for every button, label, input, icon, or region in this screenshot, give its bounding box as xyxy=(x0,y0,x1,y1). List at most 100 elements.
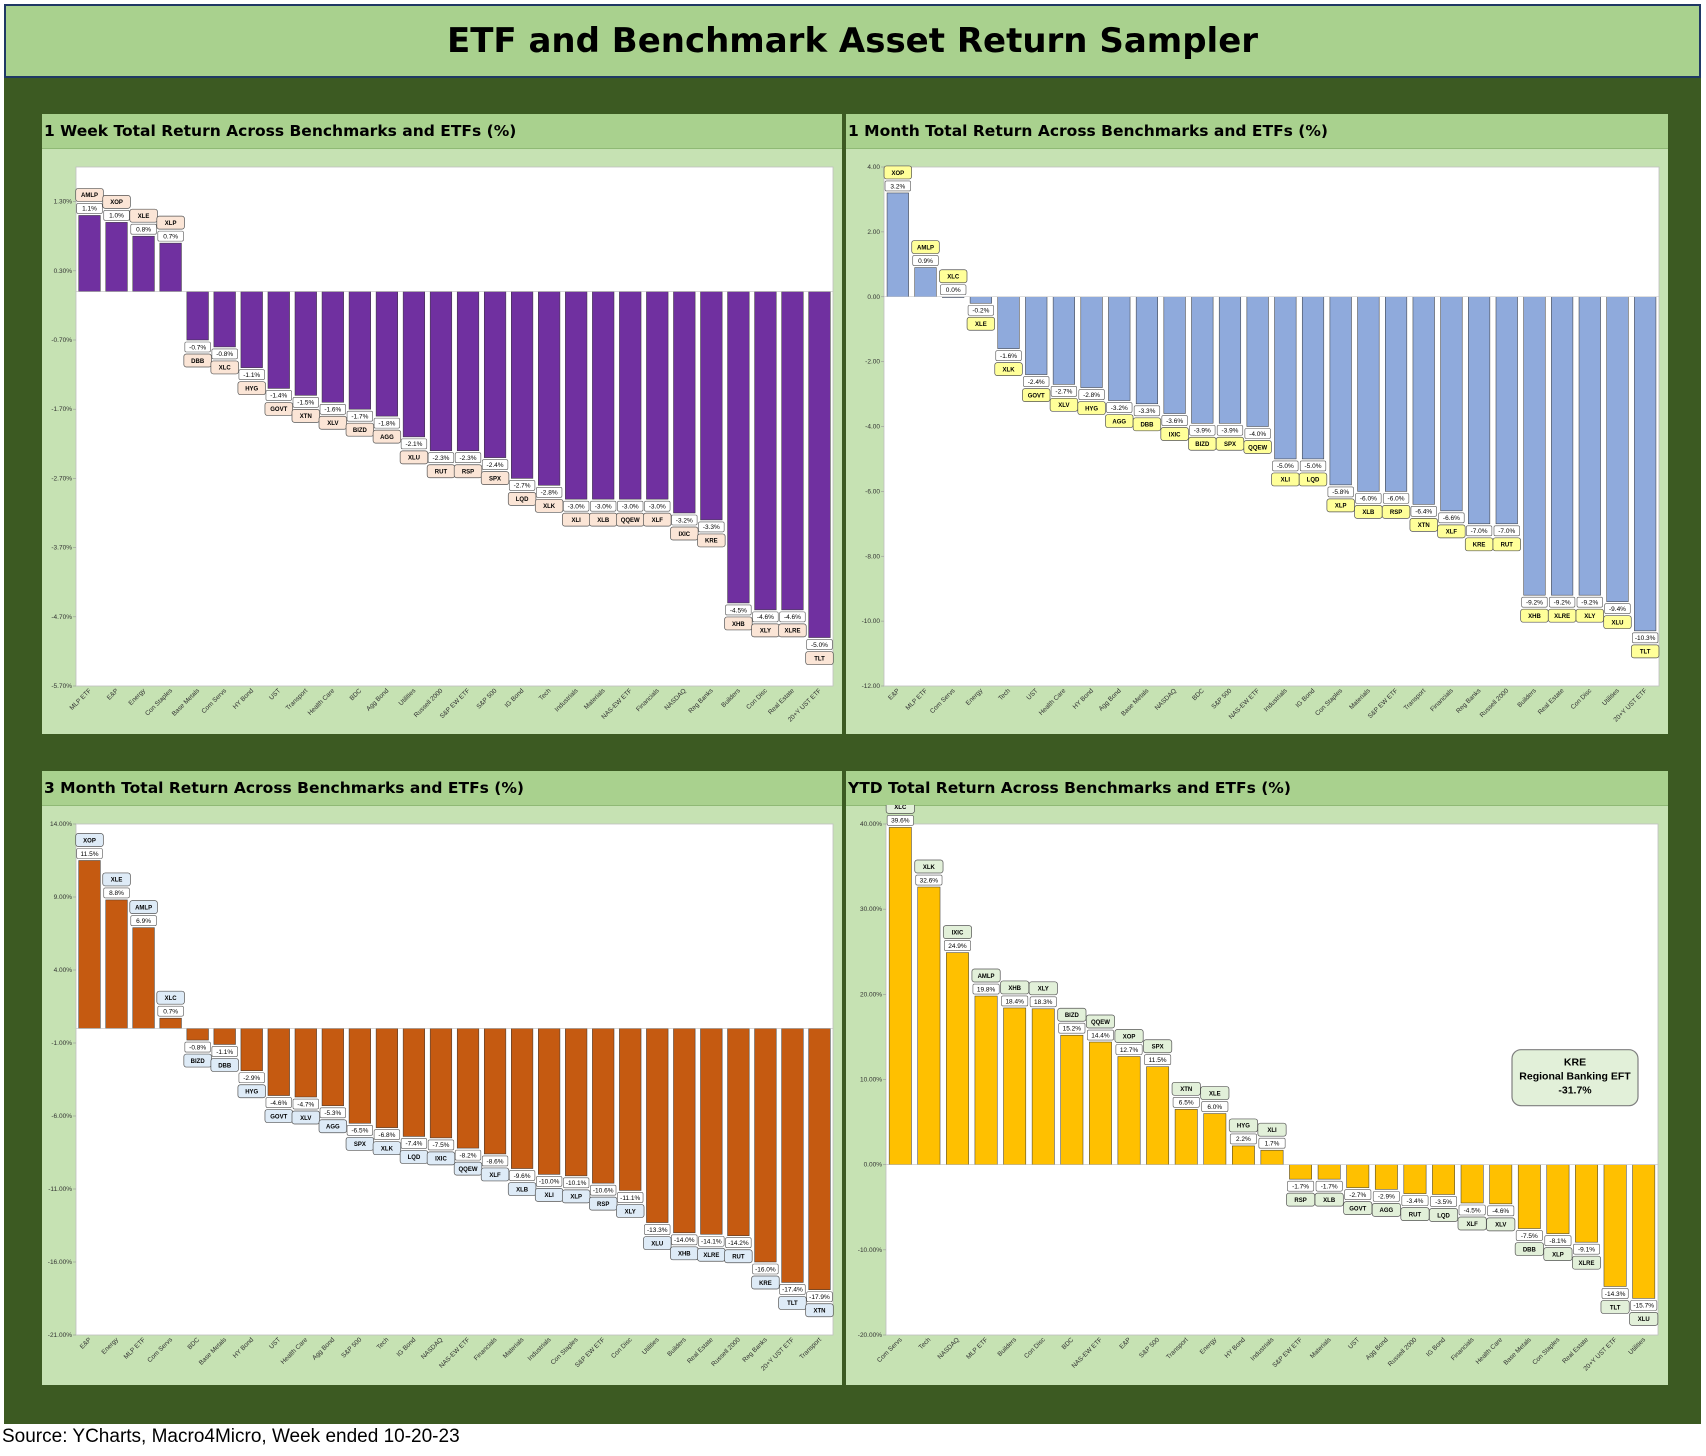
ticker-label-box xyxy=(1437,524,1466,539)
category-label: Transport xyxy=(285,687,310,712)
ticker-label: XLI xyxy=(1267,1128,1277,1134)
ticker-label: XLV xyxy=(300,1116,311,1122)
ticker-label: HYG xyxy=(1085,406,1098,412)
value-label: -4.6% xyxy=(270,1100,287,1107)
bar-ixic xyxy=(673,291,696,514)
chart-1-week: 1.30% 0.30% -0.70% -1.70% -2.70% -3.70% -4.70%… xyxy=(51,166,834,724)
value-label: -9.2% xyxy=(1526,599,1543,606)
value-label-box xyxy=(346,1124,373,1136)
ticker-label: TLT xyxy=(1610,1305,1621,1311)
y-tick-label: 30.00% xyxy=(860,906,882,913)
ticker-label-box xyxy=(1603,615,1632,630)
value-label-box xyxy=(292,1098,319,1110)
value-label: 2.2% xyxy=(1236,1136,1251,1143)
value-label-box xyxy=(1549,596,1576,608)
bar-xle xyxy=(1203,1113,1227,1165)
value-label-box xyxy=(1487,1205,1515,1217)
value-label-box xyxy=(373,1129,401,1140)
ticker-label: AMLP xyxy=(978,974,995,980)
category-label: Com Servs xyxy=(929,687,957,715)
ticker-label-box xyxy=(372,1141,402,1156)
category-label: Builders xyxy=(997,1336,1019,1358)
ticker-label: AGG xyxy=(380,435,394,441)
value-label: -5.0% xyxy=(811,642,828,649)
y-tick-label: -12.00 xyxy=(862,683,881,690)
ticker-label: BIZD xyxy=(353,428,368,434)
category-label: Builders xyxy=(666,1336,688,1358)
value-label: -5.0% xyxy=(1277,463,1294,470)
value-label: -4.5% xyxy=(1464,1207,1481,1214)
bar-kre xyxy=(700,291,723,521)
y-tick-label: -10.00 xyxy=(862,618,881,625)
value-label-box xyxy=(536,1176,563,1187)
ticker-label-box xyxy=(805,651,834,665)
value-label-box xyxy=(508,1170,536,1181)
bar-xlf xyxy=(483,1028,507,1155)
bar-xlv xyxy=(294,1028,317,1098)
ticker-label: XLC xyxy=(165,996,178,1002)
value-label-box xyxy=(1604,603,1631,614)
ticker-label: SPX xyxy=(1152,1045,1164,1051)
category-label: Base Metals xyxy=(1120,687,1151,718)
category-label: E&P xyxy=(79,1336,93,1350)
ticker-label-box xyxy=(561,1189,591,1204)
value-label: -1.8% xyxy=(378,420,395,427)
value-label-box xyxy=(644,500,671,512)
bar-govt xyxy=(267,1028,290,1096)
bar-tlt xyxy=(1603,1164,1627,1287)
value-label-box xyxy=(944,940,971,951)
value-label: -9.6% xyxy=(514,1173,531,1180)
ticker-label: XLK xyxy=(923,865,936,871)
value-label: -8.6% xyxy=(487,1158,504,1165)
category-label: NASDAQ xyxy=(1154,687,1178,711)
category-label: S&P 500 xyxy=(475,687,498,710)
value-label: -0.8% xyxy=(216,351,233,358)
bar-xlc xyxy=(159,1017,182,1029)
category-label: UST xyxy=(268,687,282,701)
value-label: 15.2% xyxy=(1063,1026,1082,1033)
ticker-label: XLF xyxy=(1446,530,1458,536)
value-label-box xyxy=(1161,415,1188,426)
value-label-box xyxy=(265,1097,292,1108)
ticker-label: KRE xyxy=(759,1281,772,1287)
category-label: Con Disc xyxy=(1570,687,1594,711)
value-label-box xyxy=(995,350,1022,361)
category-label: Industrials xyxy=(527,1336,553,1362)
value-label: -3.0% xyxy=(595,503,612,510)
value-label: -11.1% xyxy=(620,1195,640,1202)
ticker-label-box xyxy=(156,990,185,1005)
value-label: 0.9% xyxy=(918,258,933,265)
ticker-label: LQD xyxy=(408,1155,421,1161)
value-label: -2.1% xyxy=(405,441,422,448)
ticker-label: XLE xyxy=(975,322,987,328)
ticker-label-box xyxy=(345,422,375,437)
ticker-label: LQD xyxy=(516,497,529,503)
ticker-label-box xyxy=(507,492,537,506)
bar-xlu xyxy=(402,291,426,438)
category-label: Utilities xyxy=(398,687,418,707)
ticker-label-box xyxy=(724,1249,753,1264)
ticker-label: XTN xyxy=(1180,1087,1192,1093)
category-label: Builders xyxy=(1516,687,1538,709)
ticker-label-box xyxy=(291,409,320,423)
value-label-box xyxy=(211,348,238,360)
value-label: 6.5% xyxy=(1179,1100,1194,1107)
value-label: 18.4% xyxy=(1005,998,1024,1005)
ticker-label: SPX xyxy=(354,1142,366,1148)
category-label: BDC xyxy=(1061,1336,1076,1351)
ticker-label: IXIC xyxy=(678,532,690,538)
bar-xlv xyxy=(1052,296,1075,385)
ticker-label-box xyxy=(1057,1007,1087,1022)
bar-xop xyxy=(886,192,909,298)
value-label: 1.7% xyxy=(1265,1140,1280,1147)
bar-bizd xyxy=(348,291,371,410)
y-tick-label: -21.00% xyxy=(48,1332,72,1339)
value-label-box xyxy=(103,210,130,221)
value-label-box xyxy=(1216,424,1244,436)
ticker-label: XLP xyxy=(1335,504,1347,510)
bar-dbb xyxy=(186,291,209,341)
ticker-label-box xyxy=(291,1110,320,1125)
ticker-label: XHB xyxy=(1528,614,1541,620)
value-label-box xyxy=(1172,1097,1200,1108)
ticker-label: DBB xyxy=(1140,423,1154,429)
